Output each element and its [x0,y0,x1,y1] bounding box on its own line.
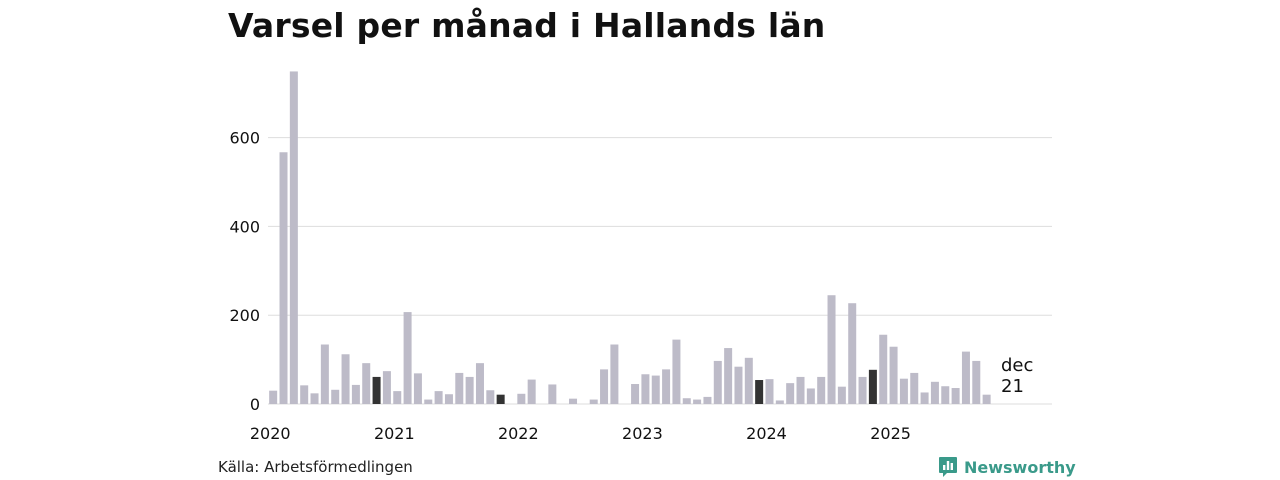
chart-title: Varsel per månad i Hallands län [228,6,826,45]
bar-2021-10 [486,390,495,404]
y-tick-label: 0 [250,395,260,414]
bar-2023-09 [724,348,733,404]
bar-2024-11 [868,369,877,404]
bar-2020-05 [310,393,319,404]
x-axis: 2020 2021 2022 2023 2024 2025 [250,424,911,443]
bar-2020-09 [351,384,360,404]
bar-2021-09 [475,363,484,404]
bar-2023-05 [682,398,691,404]
x-tick-label: 2021 [374,424,415,443]
brand-name: Newsworthy [964,457,1076,477]
bar-2023-07 [703,396,712,404]
bar-2024-06 [817,376,826,404]
bar-2025-05 [930,381,939,404]
x-tick-label: 2020 [250,424,291,443]
bar-2021-04 [424,399,433,404]
bar-2025-08 [961,351,970,404]
bar-2020-03 [289,71,298,404]
bar-2022-08 [589,399,598,404]
x-tick-label: 2025 [870,424,911,443]
bar-2020-10 [362,363,371,404]
bar-2020-11 [372,376,381,404]
bar-2023-06 [693,399,702,404]
bar-2023-10 [734,366,743,404]
bar-2021-06 [444,394,453,404]
bar-2023-08 [713,360,722,404]
bar-2024-08 [837,386,846,404]
bar-2025-01 [889,346,898,404]
bar-2025-06 [941,386,950,404]
bar-2021-08 [465,376,474,404]
bar-2020-04 [300,385,309,404]
bar-2022-02 [527,379,536,404]
x-tick-label: 2022 [498,424,539,443]
source-note: Källa: Arbetsförmedlingen [218,458,413,476]
bar-2024-10 [858,376,867,404]
newsworthy-logo-icon [939,457,957,477]
gridlines [268,137,1052,405]
bar-2023-01 [641,374,650,404]
bar-2020-06 [320,344,329,404]
bar-2020-12 [382,371,391,404]
bar-2023-04 [672,339,681,404]
bar-2023-11 [744,357,753,404]
bar-2022-12 [631,384,640,404]
bar-2021-03 [413,373,422,404]
bar-2024-05 [806,388,815,404]
y-tick-label: 400 [229,217,260,236]
bar-2021-05 [434,391,443,404]
bar-2020-07 [331,389,340,404]
bar-2025-02 [899,378,908,404]
bar-2024-02 [775,400,784,404]
bar-2024-01 [765,379,774,404]
x-tick-label: 2023 [622,424,663,443]
bar-2025-09 [972,360,981,404]
bar-2021-02 [403,312,412,404]
bar-2021-07 [455,372,464,404]
bar-2021-01 [393,391,402,404]
bar-2023-12 [755,380,764,404]
y-tick-label: 200 [229,306,260,325]
bars [269,71,991,404]
bar-2025-04 [920,392,929,404]
x-tick-label: 2024 [746,424,787,443]
bar-2024-09 [848,303,857,404]
brand-logo[interactable]: Newsworthy [938,456,1076,478]
bar-2023-02 [651,375,660,404]
annotation-month-label: dec [1001,355,1033,376]
bar-2023-03 [662,369,671,404]
bar-2025-07 [951,388,960,404]
y-axis: 0 200 400 600 [229,129,260,414]
bar-2021-11 [496,394,505,404]
bar-2025-10 [982,394,991,404]
bar-2022-04 [548,384,557,404]
bar-2024-12 [879,334,888,404]
bar-2022-10 [610,344,619,404]
bar-2022-01 [517,393,526,404]
bar-2024-04 [796,376,805,404]
latest-annotation: dec 21 [1001,355,1033,397]
bar-2020-01 [269,390,278,404]
bar-2025-03 [910,372,919,404]
bar-2024-07 [827,295,836,404]
bar-2024-03 [786,383,795,404]
bar-2022-06 [569,398,578,404]
y-tick-label: 600 [229,129,260,148]
bar-2022-09 [600,369,609,404]
bar-2020-08 [341,354,350,404]
bar-2020-02 [279,152,288,404]
annotation-value-label: 21 [1001,376,1024,397]
